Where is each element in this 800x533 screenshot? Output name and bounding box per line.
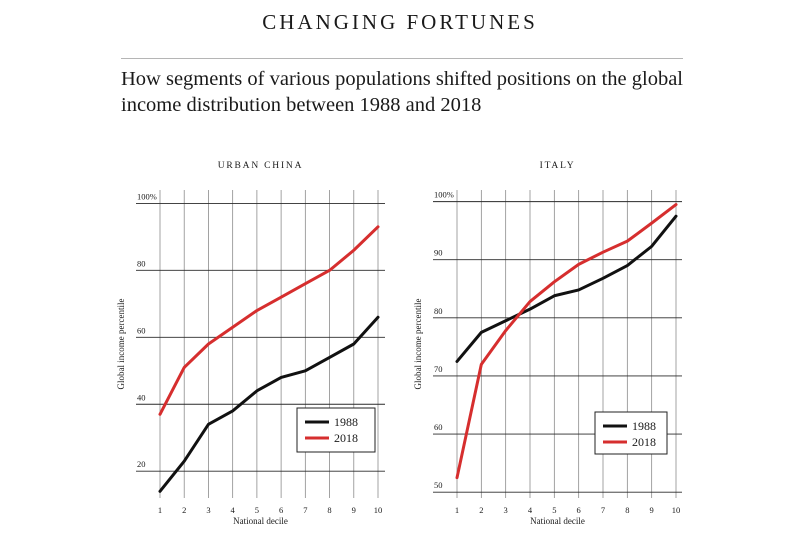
italy-x-tick-label: 7 — [601, 505, 605, 515]
urban-china-x-tick-label: 6 — [279, 505, 283, 515]
italy-series-1988-line — [455, 214, 678, 363]
italy-x-tick-label: 8 — [625, 505, 629, 515]
urban-china-x-tick-label: 9 — [352, 505, 356, 515]
italy-y-axis-label: Global income percentile — [413, 299, 423, 390]
italy-x-tick-label: 6 — [577, 505, 581, 515]
urban-china-series-2018-line — [158, 225, 380, 416]
urban-china-x-tick-label: 7 — [303, 505, 307, 515]
italy-x-tick-label: 9 — [650, 505, 654, 515]
urban-china-x-tick-label: 1 — [158, 505, 162, 515]
urban-china-y-tick-label: 100% — [137, 191, 157, 201]
italy-x-tick-label: 10 — [672, 505, 681, 515]
italy-x-tick-label: 3 — [504, 505, 508, 515]
italy-legend-label-2018: 2018 — [632, 435, 656, 449]
urban-china-x-axis-label: National decile — [233, 516, 288, 526]
urban-china-x-tick-label: 3 — [206, 505, 210, 515]
italy-x-tick-label: 5 — [552, 505, 556, 515]
urban-china-y-tick-label: 40 — [137, 392, 146, 402]
italy-y-tick-label: 90 — [434, 248, 443, 258]
italy-x-axis-label: National decile — [530, 516, 585, 526]
italy-panel-title: ITALY — [540, 161, 576, 171]
italy-y-tick-label: 50 — [434, 480, 443, 490]
urban-china-x-tick-label: 4 — [231, 505, 236, 515]
title-divider — [121, 58, 683, 59]
italy-x-tick-label: 2 — [479, 505, 483, 515]
italy-x-tick-label: 4 — [528, 505, 533, 515]
italy-legend-label-1988: 1988 — [632, 419, 656, 433]
chart-subtitle: How segments of various populations shif… — [121, 68, 683, 116]
italy-y-tick-label: 70 — [434, 364, 443, 374]
urban-china-y-tick-label: 80 — [137, 258, 146, 268]
italy-y-tick-label: 80 — [434, 306, 443, 316]
urban-china-x-tick-label: 5 — [255, 505, 259, 515]
urban-china-y-tick-label: 20 — [137, 459, 146, 469]
urban-china-legend-label-2018: 2018 — [334, 431, 358, 445]
urban-china-x-tick-label: 10 — [374, 505, 383, 515]
italy-y-tick-label: 60 — [434, 422, 443, 432]
italy-series-2018-line — [455, 203, 678, 480]
urban-china-y-axis-label: Global income percentile — [116, 299, 126, 390]
urban-china-legend-label-1988: 1988 — [334, 415, 358, 429]
urban-china-panel-title: URBAN CHINA — [218, 161, 304, 171]
italy-x-tick-label: 1 — [455, 505, 459, 515]
chart-title: CHANGING FORTUNES — [262, 10, 538, 34]
urban-china-x-tick-label: 8 — [327, 505, 331, 515]
urban-china-series-1988-line — [158, 315, 380, 493]
urban-china-x-tick-label: 2 — [182, 505, 186, 515]
italy-legend-box — [594, 411, 668, 455]
italy-y-tick-label: 100% — [434, 190, 454, 200]
urban-china-y-tick-label: 60 — [137, 325, 146, 335]
urban-china-legend-box — [296, 407, 376, 453]
